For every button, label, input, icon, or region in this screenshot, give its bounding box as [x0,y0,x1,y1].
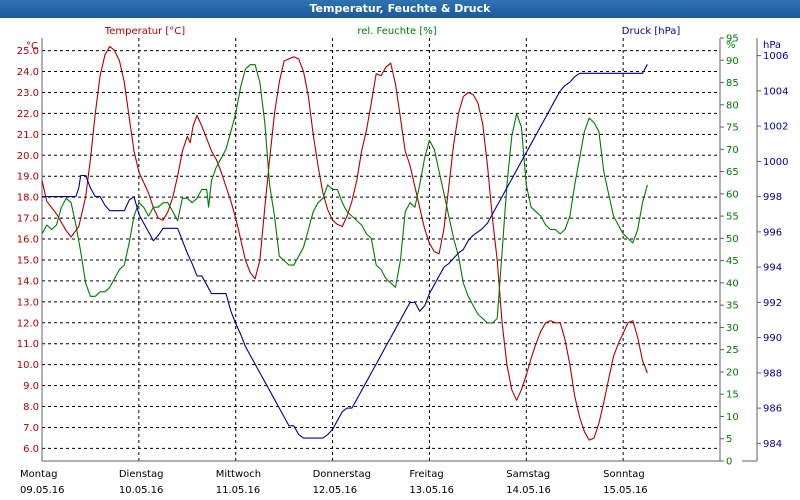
humidity-tick-label: 50 [726,234,739,245]
date-label: 13.05.16 [409,485,454,496]
day-label: Mittwoch [216,469,261,480]
pressure-unit-label: hPa [763,40,781,51]
temperature-tick-label: 12.0 [17,318,39,329]
day-label: Dienstag [119,469,164,480]
day-label: Donnerstag [313,469,371,480]
temperature-tick-label: 25.0 [17,46,39,57]
humidity-tick-label: 0 [726,457,732,468]
humidity-tick-label: 45 [726,256,739,267]
humidity-tick-label: 25 [726,345,739,356]
pressure-tick-label: 994 [763,263,782,274]
humidity-series-line [41,64,648,324]
date-label: 11.05.16 [216,485,261,496]
temperature-tick-label: 13.0 [17,297,39,308]
series-lines [41,45,648,441]
day-label: Samstag [506,469,550,480]
humidity-axis-label: rel. Feuchte [%] [357,26,436,37]
day-label: Freitag [409,469,443,480]
humidity-tick-label: 30 [726,323,739,334]
humidity-tick-label: 55 [726,212,739,223]
pressure-axis-label: Druck [hPa] [622,26,681,37]
temperature-tick-label: 7.0 [23,423,39,434]
temperature-tick-label: 21.0 [17,130,39,141]
date-label: 10.05.16 [119,485,164,496]
pressure-tick-label: 1000 [763,157,788,168]
humidity-tick-label: 90 [726,56,739,67]
pressure-tick-label: 996 [763,227,782,238]
window-title: Temperatur, Feuchte & Druck [0,0,800,18]
temperature-tick-label: 20.0 [17,151,39,162]
temperature-axis-label: Temperatur [°C] [104,26,185,37]
humidity-tick-label: 95 [726,34,739,45]
temperature-unit-label: °C [26,41,38,52]
temperature-tick-label: 15.0 [17,255,39,266]
temperature-ticks: 6.0 7.0 8.0 9.0 10.0 11.0 12.0 13.0 14.0 15.0 16.0… [17,41,39,455]
pressure-tick-label: 986 [763,404,782,415]
pressure-tick-label: 998 [763,192,782,203]
humidity-tick-label: 5 [726,434,732,445]
humidity-tick-label: 10 [726,412,739,423]
temperature-tick-label: 6.0 [23,444,39,455]
humidity-tick-label: 65 [726,167,739,178]
temperature-tick-label: 19.0 [17,172,39,183]
humidity-tick-label: 70 [726,145,739,156]
temperature-tick-label: 14.0 [17,276,39,287]
humidity-tick-label: 80 [726,100,739,111]
temperature-tick-label: 9.0 [23,381,39,392]
pressure-ticks: 984 986 988 990 992 994 996 998 1000 1002 1004 1006… [757,40,788,450]
date-ticks: Montag 09.05.16 Dienstag 10.05.16 Mittwoch 11… [20,469,648,496]
date-label: 12.05.16 [313,485,358,496]
pressure-tick-label: 984 [763,439,782,450]
humidity-tick-label: 60 [726,189,739,200]
date-label: 09.05.16 [20,485,65,496]
day-label: Sonntag [603,469,645,480]
date-label: 14.05.16 [506,485,551,496]
pressure-tick-label: 1002 [763,122,788,133]
humidity-unit-label: % [726,40,736,51]
temperature-series-line [41,45,648,441]
humidity-tick-label: 85 [726,78,739,89]
pressure-tick-label: 992 [763,298,782,309]
temperature-tick-label: 10.0 [17,360,39,371]
temperature-tick-label: 22.0 [17,109,39,120]
humidity-tick-label: 35 [726,301,739,312]
chart-background [0,18,800,500]
temperature-tick-label: 11.0 [17,339,39,350]
day-label: Montag [20,469,57,480]
humidity-tick-label: 40 [726,278,739,289]
pressure-series-line [42,64,648,439]
temperature-tick-label: 24.0 [17,67,39,78]
pressure-tick-label: 1006 [763,51,788,62]
grid [41,38,758,462]
temperature-tick-label: 18.0 [17,193,39,204]
temperature-tick-label: 16.0 [17,235,39,246]
humidity-ticks: 0 5 10 15 20 25 30 35 40 45 50 55 60 65 70 75 80 85 90 95% [720,34,739,468]
humidity-tick-label: 15 [726,390,739,401]
temperature-tick-label: 8.0 [23,402,39,413]
temperature-tick-label: 17.0 [17,214,39,225]
temperature-tick-label: 23.0 [17,88,39,99]
pressure-tick-label: 990 [763,333,782,344]
pressure-tick-label: 1004 [763,86,788,97]
date-label: 15.05.16 [603,485,648,496]
pressure-tick-label: 988 [763,368,782,379]
humidity-tick-label: 75 [726,123,739,134]
humidity-tick-label: 20 [726,367,739,378]
